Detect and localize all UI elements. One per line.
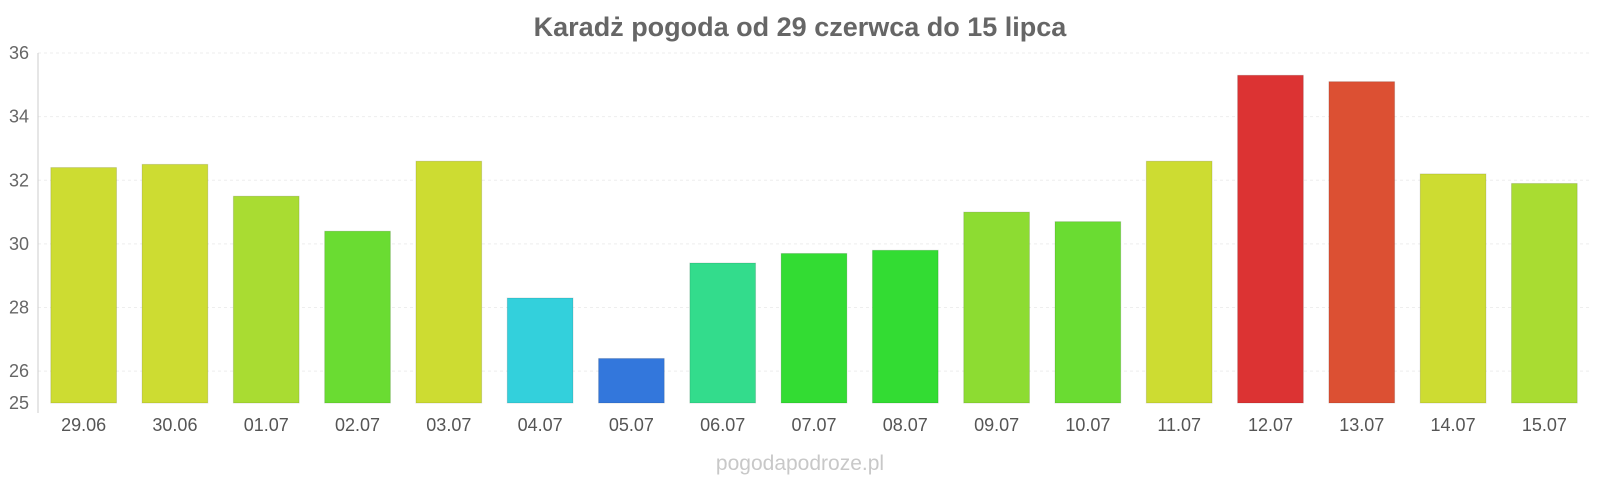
bar-29.06 xyxy=(50,167,118,404)
y-tick-label: 28 xyxy=(9,298,29,318)
bar-10.07 xyxy=(1054,221,1122,404)
x-tick-label: 05.07 xyxy=(609,415,654,435)
bars xyxy=(50,74,1578,404)
x-tick-label: 01.07 xyxy=(244,415,289,435)
x-tick-label: 29.06 xyxy=(61,415,106,435)
bar-03.07 xyxy=(415,160,483,404)
bar-05.07 xyxy=(598,357,665,404)
x-tick-label: 15.07 xyxy=(1522,415,1567,435)
bar-11.07 xyxy=(1145,160,1213,404)
bar-14.07 xyxy=(1419,173,1487,404)
x-tick-label: 13.07 xyxy=(1339,415,1384,435)
bar-12.07 xyxy=(1237,74,1304,404)
bar-04.07 xyxy=(506,297,574,404)
bar-02.07 xyxy=(324,230,391,404)
x-tick-label: 08.07 xyxy=(883,415,928,435)
x-tick-label: 02.07 xyxy=(335,415,380,435)
x-tick-label: 09.07 xyxy=(974,415,1019,435)
y-tick-label: 32 xyxy=(9,170,29,190)
bar-06.07 xyxy=(689,262,757,404)
source-watermark: pogodapodroze.pl xyxy=(716,452,884,475)
x-tick-label: 10.07 xyxy=(1065,415,1110,435)
y-tick-label: 25 xyxy=(9,393,29,413)
x-tick-label: 14.07 xyxy=(1431,415,1476,435)
chart-title: Karadż pogoda od 29 czerwca do 15 lipca xyxy=(534,12,1068,42)
bar-07.07 xyxy=(780,252,848,404)
x-tick-label: 06.07 xyxy=(700,415,745,435)
x-tick-label: 30.06 xyxy=(152,415,197,435)
x-tick-label: 04.07 xyxy=(518,415,563,435)
y-tick-label: 34 xyxy=(9,107,29,127)
bar-01.07 xyxy=(232,195,300,404)
bar-30.06 xyxy=(141,163,209,404)
x-axis-ticks: 29.06 30.06 01.07 02.07 03.07 04.07 05.07 06.07… xyxy=(61,415,1567,435)
y-tick-label: 30 xyxy=(9,234,29,254)
y-tick-label: 26 xyxy=(9,361,29,381)
x-tick-label: 12.07 xyxy=(1248,415,1293,435)
x-tick-label: 11.07 xyxy=(1157,415,1201,435)
bar-08.07 xyxy=(871,249,939,404)
bar-09.07 xyxy=(963,211,1030,404)
x-tick-label: 03.07 xyxy=(426,415,471,435)
y-tick-label: 36 xyxy=(9,43,29,63)
y-axis-ticks: 25 26 28 30 32 34 36 xyxy=(9,43,29,413)
bar-13.07 xyxy=(1328,81,1396,404)
x-tick-label: 07.07 xyxy=(791,415,836,435)
bar-15.07 xyxy=(1510,182,1578,404)
